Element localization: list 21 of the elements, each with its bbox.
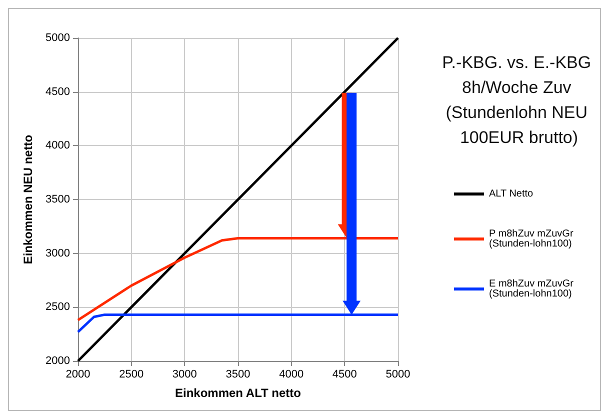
legend-label: P m8hZuv mZuvGr (Stunden-lohn100) <box>489 228 576 250</box>
x-tick-label: 4500 <box>332 368 357 380</box>
x-tick-label: 2500 <box>119 368 144 380</box>
x-axis-title: Einkommen ALT netto <box>175 386 301 400</box>
y-tick-label: 4500 <box>46 86 70 98</box>
y-axis-title: Einkommen NEU netto <box>21 134 35 264</box>
y-tick-label: 5000 <box>46 32 70 44</box>
y-tick-label: 2000 <box>46 355 70 367</box>
x-tick-label: 2000 <box>66 368 90 380</box>
y-tick-label: 3500 <box>46 194 70 206</box>
x-tick-label: 3500 <box>226 368 250 380</box>
y-tick-label: 4000 <box>46 140 70 152</box>
y-tick-label: 3000 <box>46 247 70 260</box>
text: P.-KBG. vs. E.-KBG 8h/Woche Zuv (Stundenlohn NEU 100EUR brutto) <box>442 53 596 147</box>
legend-label: ALT Netto <box>489 188 534 200</box>
x-tick-label: 4000 <box>279 368 304 380</box>
x-tick-label: 5000 <box>386 368 410 380</box>
y-tick-label: 2500 <box>46 301 70 314</box>
line-series <box>76 237 400 322</box>
x-tick-label: 3000 <box>172 368 197 380</box>
legend-label: E m8hZuv mZuvGr (Stunden-lohn100) <box>489 278 576 300</box>
